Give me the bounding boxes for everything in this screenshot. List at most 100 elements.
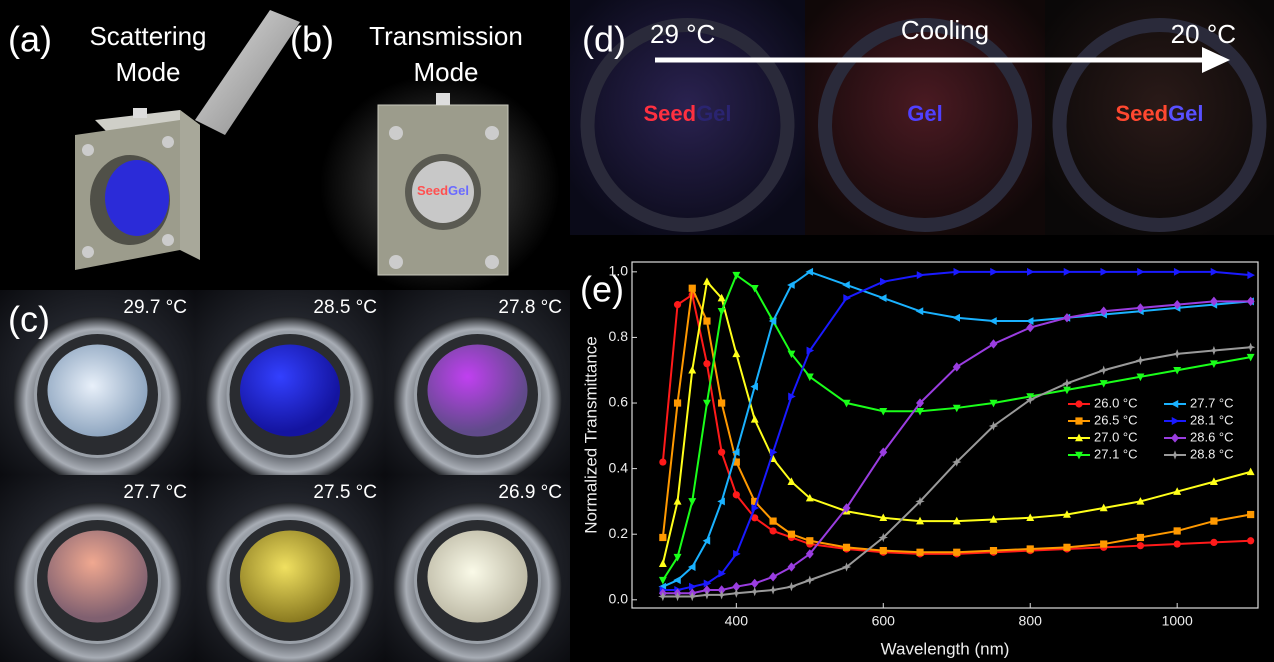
legend-label: 26.0 °C	[1094, 395, 1138, 410]
temperature-label: 29.7 °C	[123, 297, 187, 318]
box-side	[180, 110, 200, 260]
photo-text-part: Seed	[1115, 101, 1168, 126]
bolt	[389, 126, 403, 140]
marker	[718, 399, 725, 406]
bolt	[162, 234, 174, 246]
y-tick-label: 0.2	[609, 525, 629, 541]
marker	[843, 544, 850, 551]
bolt	[82, 144, 94, 156]
panel-label: (c)	[8, 299, 50, 340]
legend-label: 28.1 °C	[1190, 412, 1234, 427]
marker	[674, 301, 681, 308]
bolt	[82, 246, 94, 258]
temperature-label: 27.7 °C	[123, 482, 187, 503]
marker	[1137, 542, 1144, 549]
marker	[718, 449, 725, 456]
middle-label: Cooling	[901, 15, 989, 45]
panel-title: Transmission	[369, 21, 523, 51]
legend-label: 27.1 °C	[1094, 446, 1138, 461]
photo-window	[48, 531, 148, 623]
bolt	[389, 255, 403, 269]
legend-label: 28.6 °C	[1190, 429, 1234, 444]
y-axis-title: Normalized Transmittance	[581, 336, 600, 533]
temperature-label: 27.5 °C	[313, 482, 377, 503]
marker	[1063, 544, 1070, 551]
marker	[1174, 540, 1181, 547]
photo-text: Gel	[907, 101, 942, 126]
marker	[689, 285, 696, 292]
photo-window	[240, 531, 340, 623]
marker	[1100, 540, 1107, 547]
photo-text: SeedGel	[643, 101, 731, 126]
panel-title: Mode	[115, 57, 180, 87]
photo-text-part: Gel	[696, 101, 731, 126]
marker	[788, 531, 795, 538]
marker	[1027, 545, 1034, 552]
photo-text-part: Gel	[1168, 101, 1203, 126]
temperature-label: 28.5 °C	[313, 297, 377, 318]
marker	[733, 491, 740, 498]
start-label: 29 °C	[650, 19, 715, 49]
marker	[769, 527, 776, 534]
legend-label: 27.0 °C	[1094, 429, 1138, 444]
x-tick-label: 1000	[1162, 613, 1193, 629]
photo-window	[240, 345, 340, 437]
marker	[703, 360, 710, 367]
end-label: 20 °C	[1171, 19, 1236, 49]
x-axis-title: Wavelength (nm)	[881, 639, 1010, 658]
marker	[1174, 527, 1181, 534]
y-tick-label: 0.4	[609, 459, 629, 475]
photo-text: SeedGel	[1115, 101, 1203, 126]
marker	[916, 549, 923, 556]
sample-gel: Gel	[448, 183, 469, 198]
marker	[953, 549, 960, 556]
screw	[436, 93, 450, 105]
panel-title: Scattering	[89, 21, 206, 51]
window	[105, 160, 169, 236]
marker	[1210, 517, 1217, 524]
marker	[674, 399, 681, 406]
y-tick-label: 0.8	[609, 328, 629, 344]
legend-marker	[1075, 400, 1082, 407]
panel-c: 29.7 °C 28.5 °C 27.8 °C 27.7 °C 27.5 °C 26.9 …	[0, 290, 570, 662]
panel-title: Mode	[413, 57, 478, 87]
marker	[1210, 539, 1217, 546]
photo-text-part: Seed	[643, 101, 696, 126]
panel-label: (d)	[582, 19, 626, 60]
x-tick-label: 600	[872, 613, 896, 629]
sample-seed: Seed	[417, 183, 448, 198]
photo-window	[48, 345, 148, 437]
marker	[659, 534, 666, 541]
marker	[1247, 511, 1254, 518]
legend-label: 26.5 °C	[1094, 412, 1138, 427]
temperature-label: 27.8 °C	[498, 297, 562, 318]
temperature-label: 26.9 °C	[498, 482, 562, 503]
y-tick-label: 0.6	[609, 394, 629, 410]
x-tick-label: 800	[1019, 613, 1043, 629]
figure: (a) Scattering Mode SeedGel (b) Transmis…	[0, 0, 1274, 662]
sample-label: SeedGel	[417, 183, 469, 198]
y-tick-label: 1.0	[609, 263, 629, 279]
marker	[880, 547, 887, 554]
marker	[990, 547, 997, 554]
y-tick-label: 0.0	[609, 591, 629, 607]
x-tick-label: 400	[725, 613, 749, 629]
marker	[806, 537, 813, 544]
marker	[659, 458, 666, 465]
marker	[1247, 537, 1254, 544]
panel-label: (b)	[290, 19, 334, 60]
marker	[769, 517, 776, 524]
bolt	[162, 136, 174, 148]
marker	[703, 317, 710, 324]
photo-text-part: Gel	[907, 101, 942, 126]
legend-marker	[1075, 417, 1082, 424]
bolt	[485, 126, 499, 140]
photo-window	[428, 531, 528, 623]
bolt	[485, 255, 499, 269]
panel-d: SeedGelGelSeedGel(d)29 °CCooling20 °C	[570, 0, 1274, 235]
legend-label: 27.7 °C	[1190, 395, 1234, 410]
photo-window	[428, 345, 528, 437]
legend-label: 28.8 °C	[1190, 446, 1234, 461]
screw	[133, 108, 147, 118]
marker	[1137, 534, 1144, 541]
